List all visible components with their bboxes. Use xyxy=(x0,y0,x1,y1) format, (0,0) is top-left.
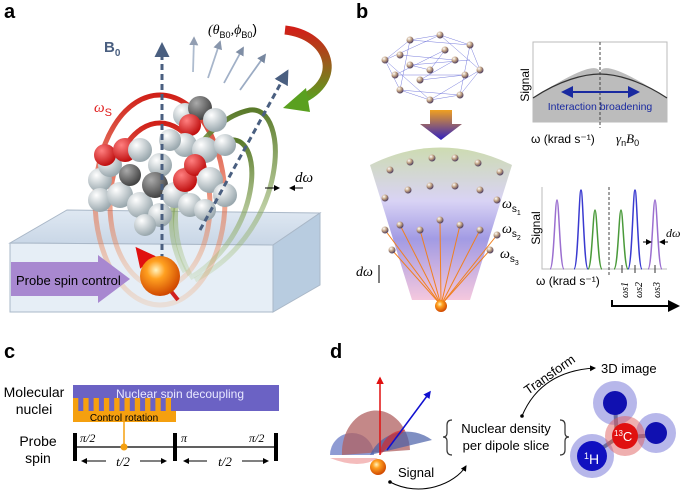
brace-right xyxy=(559,419,570,456)
probe-spin-sphere xyxy=(435,300,447,312)
transform-arrow xyxy=(521,365,596,417)
shell-d-omega-label: dω xyxy=(356,265,373,280)
signal-arrow-start xyxy=(388,480,392,484)
blue-field-arrow xyxy=(386,390,431,451)
probe-spin-control-arrow xyxy=(11,255,130,303)
panel-label-b: b xyxy=(356,1,368,23)
control-rotation-comb xyxy=(73,398,176,422)
nuclear-density-label-1: Nuclear density xyxy=(461,421,551,436)
transform-label: Transform xyxy=(521,351,578,397)
decoupling-label: Nuclear spin decoupling xyxy=(116,387,244,401)
hydrogen-label: 1H xyxy=(584,451,599,467)
gamma-b0-label: γnB0 xyxy=(616,131,639,148)
bottom-plot-ylabel: Signal xyxy=(529,211,543,244)
shell-nodes xyxy=(381,154,504,254)
field-direction-arrow xyxy=(189,36,199,73)
spectral-peak xyxy=(613,209,629,270)
pulse-label-1: π/2 xyxy=(80,431,95,445)
panel-b: b ωs1 ωs2 xyxy=(356,1,680,312)
probe-spin-label-2: spin xyxy=(25,450,51,466)
peak-label-2: ωs2 xyxy=(634,282,645,298)
pulse-label-3: π/2 xyxy=(249,431,264,445)
peak-d-omega-label: dω xyxy=(666,226,680,240)
panel-label-a: a xyxy=(4,1,16,23)
reconstructed-molecule: 1H 13C xyxy=(570,381,676,478)
pulse-bar xyxy=(173,433,177,461)
rotation-arrow xyxy=(284,25,332,105)
field-angles-label: (θB0,ϕB0) xyxy=(208,21,257,40)
dipole-shells xyxy=(370,147,512,300)
frequency-axis-arrow xyxy=(611,300,680,312)
interval-label-2: t/2 xyxy=(218,454,232,469)
omega-s-label: ωS xyxy=(94,100,112,119)
spectral-peak xyxy=(647,199,663,270)
field-direction-arrow xyxy=(239,53,267,91)
molecular-nuclei-label-2: nuclei xyxy=(16,401,53,417)
control-rotation-label: Control rotation xyxy=(90,413,158,424)
3d-image-label: 3D image xyxy=(601,361,657,376)
panel-c: c Molecular nuclei Nuclear spin decoupli… xyxy=(4,341,279,469)
field-direction-arrow xyxy=(207,40,222,79)
spectral-peak xyxy=(573,189,589,270)
substrate-side xyxy=(272,212,321,313)
control-point xyxy=(120,443,128,451)
b0-label: B0 xyxy=(104,39,121,59)
probe-spin-sphere xyxy=(140,256,180,296)
molecular-nuclei-label-1: Molecular xyxy=(4,384,65,400)
spectral-peak xyxy=(549,199,565,270)
network-nodes xyxy=(381,31,484,104)
field-direction-arrow xyxy=(223,46,244,84)
panel-label-d: d xyxy=(330,341,342,363)
signal-label: Signal xyxy=(398,465,434,480)
pulse-bar xyxy=(274,433,278,461)
pulse-bar xyxy=(73,433,77,461)
field-arrows xyxy=(154,36,289,260)
probe-spin-control-label: Probe spin control xyxy=(16,273,121,288)
resolved-spectrum-plot: dω Signal ω (krad s⁻¹) ωs1 ωs2 ωs3 xyxy=(529,187,680,312)
panel-a: a xyxy=(4,1,332,313)
transform-down-arrow xyxy=(420,110,462,140)
nuclear-density-label-2: per dipole slice xyxy=(463,438,550,453)
d-omega-label: dω xyxy=(295,170,313,186)
molecule xyxy=(88,96,237,236)
peaks xyxy=(549,189,663,270)
shell-label-1: ωs1 xyxy=(502,197,521,217)
rotation-arrow-head xyxy=(283,88,310,112)
top-plot-ylabel: Signal xyxy=(518,68,532,101)
panel-label-c: c xyxy=(4,341,15,363)
top-plot-xlabel: ω (krad s⁻¹) xyxy=(531,132,595,146)
panel-d: d Signal Nuclear density per dipole slic… xyxy=(330,341,676,490)
peak-ticks xyxy=(621,265,656,273)
tilted-field-arrow xyxy=(198,69,289,231)
probe-spin-label-1: Probe xyxy=(19,433,57,449)
shell-label-2: ωs2 xyxy=(502,222,521,242)
shell-labels: ωs1 ωs2 ωs3 xyxy=(500,197,521,267)
peak-label-3: ωs3 xyxy=(652,282,663,298)
signal-arrow xyxy=(389,465,467,490)
pulse-label-2: π xyxy=(181,431,188,445)
shell-label-3: ωs3 xyxy=(500,247,519,267)
spectral-peak xyxy=(627,189,643,270)
probe-spin-sphere xyxy=(370,459,386,475)
interval-label-1: t/2 xyxy=(116,454,130,469)
peak-label-1: ωs1 xyxy=(620,282,631,298)
carbon-label: 13C xyxy=(614,429,632,444)
spectral-peak xyxy=(587,209,603,270)
coupling-lines xyxy=(384,219,498,306)
bottom-plot-xlabel: ω (krad s⁻¹) xyxy=(536,274,600,288)
plot-axes xyxy=(541,187,667,270)
dipole-slices xyxy=(330,410,432,464)
interaction-broadening-label: Interaction broadening xyxy=(548,101,653,113)
brace-left xyxy=(442,419,453,456)
broadened-spectrum-plot: Interaction broadening Signal ω (krad s⁻… xyxy=(518,41,668,148)
